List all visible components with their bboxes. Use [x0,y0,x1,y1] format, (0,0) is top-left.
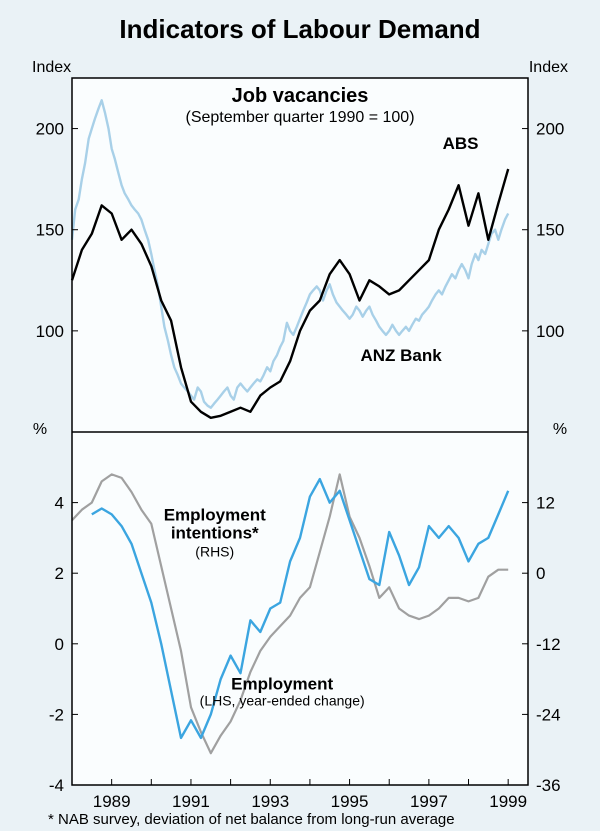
ytick-bot-right: -12 [536,635,561,654]
chart-svg: Indicators of Labour Demand Index Index Job… [0,0,600,831]
ytick-bot-right: 0 [536,564,545,583]
ytick-top-right: 100 [536,322,564,341]
chart-title: Indicators of Labour Demand [119,14,480,44]
top-right-unit: Index [529,59,568,76]
top-panel-subsubtitle: (September quarter 1990 = 100) [185,109,414,126]
ytick-bot-left: 2 [55,564,64,583]
xtick: 1991 [172,792,210,811]
ytick-bot-right: -24 [536,705,561,724]
top-panel-subtitle: Job vacancies [232,85,369,107]
xtick: 1997 [410,792,448,811]
ytick-bot-right: -36 [536,776,561,795]
label-employment: Employment [231,675,333,694]
bottom-right-unit: % [553,421,567,438]
top-left-unit: Index [32,59,71,76]
ytick-top-left: 200 [36,120,64,139]
ytick-bot-left: 4 [55,494,64,513]
chart-container: Indicators of Labour Demand Index Index Job… [0,0,600,831]
ytick-top-right: 200 [536,120,564,139]
ytick-bot-left: -4 [49,776,64,795]
ytick-top-left: 100 [36,322,64,341]
label-abs: ABS [443,134,479,153]
ytick-bot-left: 0 [55,635,64,654]
xtick: 1995 [331,792,369,811]
xtick: 1993 [251,792,289,811]
ytick-top-left: 150 [36,221,64,240]
label-intentions-sub: (RHS) [195,543,234,559]
label-anz: ANZ Bank [360,346,442,365]
footnote: * NAB survey, deviation of net balance f… [48,811,455,828]
ytick-bot-left: -2 [49,705,64,724]
xtick: 1999 [489,792,527,811]
ytick-bot-right: 12 [536,494,555,513]
label-employment-sub: (LHS, year-ended change) [200,693,365,709]
label-intentions: Employmentintentions* [164,505,266,542]
bottom-left-unit: % [33,421,47,438]
ytick-top-right: 150 [536,221,564,240]
xtick: 1989 [93,792,131,811]
